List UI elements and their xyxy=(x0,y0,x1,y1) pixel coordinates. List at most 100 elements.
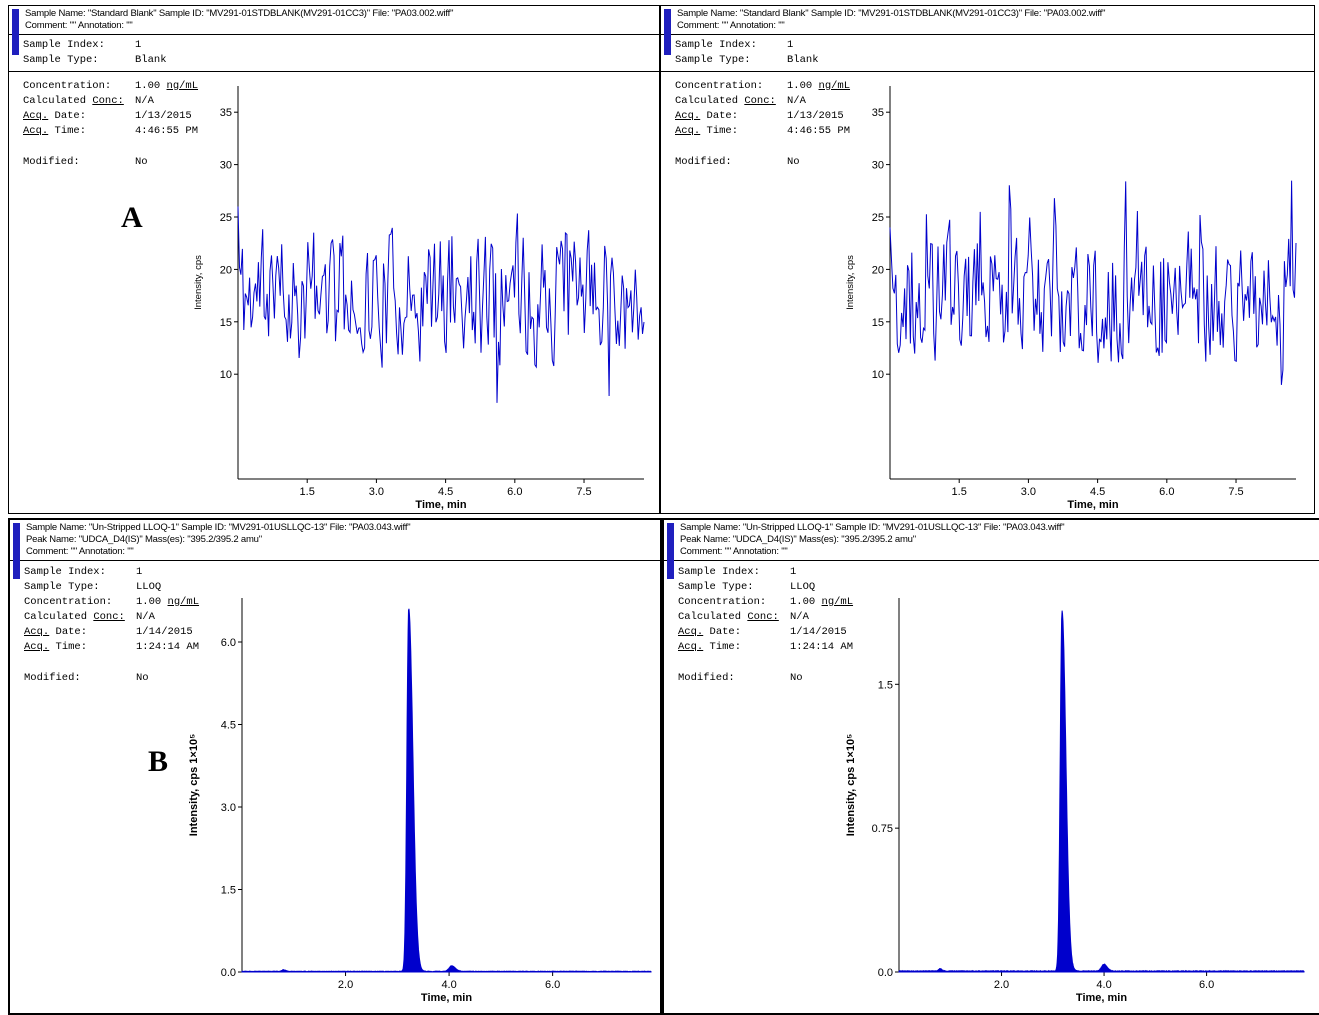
svg-text:3.0: 3.0 xyxy=(221,802,236,814)
modified-label: Modified: xyxy=(678,672,735,684)
modified-label: Modified: xyxy=(24,672,81,684)
svg-text:Time, min: Time, min xyxy=(1067,499,1118,511)
header-sample-line: Sample Name: "Un-Stripped LLOQ-1" Sample… xyxy=(680,522,1065,533)
date-label: Date: xyxy=(49,626,88,638)
metadata-block: Sample Index: 1 Sample Type: LLOQ Concentr… xyxy=(10,565,660,686)
chromatogram-plot-blank-right: 1.5 3.0 4.5 6.0 7.5 10 15 20 25 30 35 Time, min Inte… xyxy=(845,86,1297,511)
concentration-value: 1.00 xyxy=(790,596,822,608)
svg-text:20: 20 xyxy=(220,264,232,276)
sample-type-label: Sample Type: xyxy=(23,54,99,66)
sample-index-value: 1 xyxy=(136,566,143,578)
acq-label: Acq. xyxy=(23,110,49,122)
calculated-conc-label: Conc: xyxy=(92,95,124,107)
acq-label: Acq. xyxy=(678,626,704,638)
sample-index-row: Sample Index: 1 xyxy=(678,565,1319,580)
calculated-label: Calculated xyxy=(675,95,745,107)
modified-value: No xyxy=(136,672,149,684)
svg-text:10: 10 xyxy=(872,369,884,381)
sample-type-label: Sample Type: xyxy=(675,54,751,66)
calculated-conc-row: Calculated Conc: N/A xyxy=(675,94,1314,109)
sample-index-block: Sample Index: 1 Sample Type: Blank xyxy=(661,38,1314,68)
sample-index-block: Sample Index: 1 Sample Type: Blank xyxy=(9,38,659,68)
svg-text:7.5: 7.5 xyxy=(1228,486,1243,498)
svg-text:30: 30 xyxy=(220,160,232,172)
header-comment-line: Comment: "" Annotation: "" xyxy=(677,20,785,31)
sample-index-label: Sample Index: xyxy=(675,39,757,51)
svg-text:0.0: 0.0 xyxy=(878,967,893,979)
date-label: Date: xyxy=(703,626,742,638)
calculated-conc-row: Calculated Conc: N/A xyxy=(678,610,1319,625)
sample-index-row: Sample Index: 1 xyxy=(675,38,1314,53)
modified-row: Modified: No xyxy=(675,155,1314,170)
chromatogram-plot-blank-left: 1.5 3.0 4.5 6.0 7.5 10 15 20 25 30 35 Time, min Inte… xyxy=(193,86,645,511)
sample-index-value: 1 xyxy=(135,39,142,51)
divider xyxy=(661,71,1314,72)
calculated-conc-value: N/A xyxy=(135,95,154,107)
svg-text:10: 10 xyxy=(220,369,232,381)
acq-label: Acq. xyxy=(675,110,701,122)
svg-text:1.5: 1.5 xyxy=(300,486,315,498)
modified-row: Modified: No xyxy=(678,671,1319,686)
panel-header: Sample Name: "Standard Blank" Sample ID:… xyxy=(9,6,659,35)
header-sample-line: Sample Name: "Standard Blank" Sample ID:… xyxy=(25,8,454,19)
svg-text:1.5: 1.5 xyxy=(878,679,893,691)
svg-text:Time, min: Time, min xyxy=(1076,992,1127,1004)
acq-time-value: 4:46:55 PM xyxy=(135,125,199,137)
concentration-row: Concentration: 1.00 ng/mL xyxy=(23,79,659,94)
sample-type-row: Sample Type: LLOQ xyxy=(678,580,1319,595)
sample-type-label: Sample Type: xyxy=(24,581,100,593)
concentration-row: Concentration: 1.00 ng/mL xyxy=(675,79,1314,94)
calculated-conc-label: Conc: xyxy=(93,611,125,623)
svg-text:4.0: 4.0 xyxy=(441,979,456,991)
modified-value: No xyxy=(135,156,148,168)
modified-row: Modified: No xyxy=(24,671,660,686)
acq-label: Acq. xyxy=(24,641,50,653)
sample-type-value: Blank xyxy=(135,54,167,66)
acq-time-value: 1:24:14 AM xyxy=(136,641,200,653)
time-label: Time: xyxy=(48,125,87,137)
concentration-row: Concentration: 1.00 ng/mL xyxy=(24,595,660,610)
acq-date-value: 1/14/2015 xyxy=(790,626,847,638)
svg-text:Time, min: Time, min xyxy=(421,992,472,1004)
sample-type-value: LLOQ xyxy=(790,581,816,593)
svg-text:2.0: 2.0 xyxy=(994,979,1009,991)
concentration-label: Concentration: xyxy=(24,596,113,608)
svg-text:Intensity, cps: Intensity, cps xyxy=(193,255,204,310)
sample-index-label: Sample Index: xyxy=(678,566,760,578)
header-sample-line: Sample Name: "Standard Blank" Sample ID:… xyxy=(677,8,1106,19)
figure-label-a: A xyxy=(121,201,143,234)
svg-text:4.5: 4.5 xyxy=(221,720,236,732)
header-comment-line: Comment: "" Annotation: "" xyxy=(680,546,788,557)
acq-label: Acq. xyxy=(23,125,49,137)
panel-blank-right: Sample Name: "Standard Blank" Sample ID:… xyxy=(660,5,1315,514)
sample-index-value: 1 xyxy=(787,39,794,51)
date-label: Date: xyxy=(48,110,87,122)
svg-text:3.0: 3.0 xyxy=(1021,486,1036,498)
svg-text:4.5: 4.5 xyxy=(1090,486,1105,498)
metadata-block: Concentration: 1.00 ng/mL Calculated Conc… xyxy=(661,79,1314,170)
sample-type-row: Sample Type: Blank xyxy=(675,53,1314,68)
svg-text:0.0: 0.0 xyxy=(221,967,236,979)
svg-text:6.0: 6.0 xyxy=(1159,486,1174,498)
selection-bar xyxy=(667,523,674,579)
svg-text:30: 30 xyxy=(872,160,884,172)
calculated-conc-label: Conc: xyxy=(747,611,779,623)
sample-type-row: Sample Type: LLOQ xyxy=(24,580,660,595)
calculated-conc-value: N/A xyxy=(787,95,806,107)
selection-bar xyxy=(664,9,671,55)
svg-text:3.0: 3.0 xyxy=(369,486,384,498)
sample-index-label: Sample Index: xyxy=(23,39,105,51)
svg-text:Intensity, cps 1×10⁵: Intensity, cps 1×10⁵ xyxy=(188,734,200,836)
sample-index-label: Sample Index: xyxy=(24,566,106,578)
chromatogram-plot-lloq-right: 2.0 4.0 6.0 0.0 0.75 1.5 Time, min Intensity, c… xyxy=(845,598,1305,1004)
acq-time-row: Acq. Time: 4:46:55 PM xyxy=(675,124,1314,139)
acq-label: Acq. xyxy=(678,641,704,653)
concentration-unit: ng/mL xyxy=(821,596,854,608)
calculated-conc-value: N/A xyxy=(136,611,155,623)
sample-type-value: LLOQ xyxy=(136,581,162,593)
concentration-label: Concentration: xyxy=(23,80,112,92)
calculated-label: Calculated xyxy=(23,95,93,107)
calculated-conc-row: Calculated Conc: N/A xyxy=(24,610,660,625)
panel-header: Sample Name: "Standard Blank" Sample ID:… xyxy=(661,6,1314,35)
time-label: Time: xyxy=(700,125,739,137)
